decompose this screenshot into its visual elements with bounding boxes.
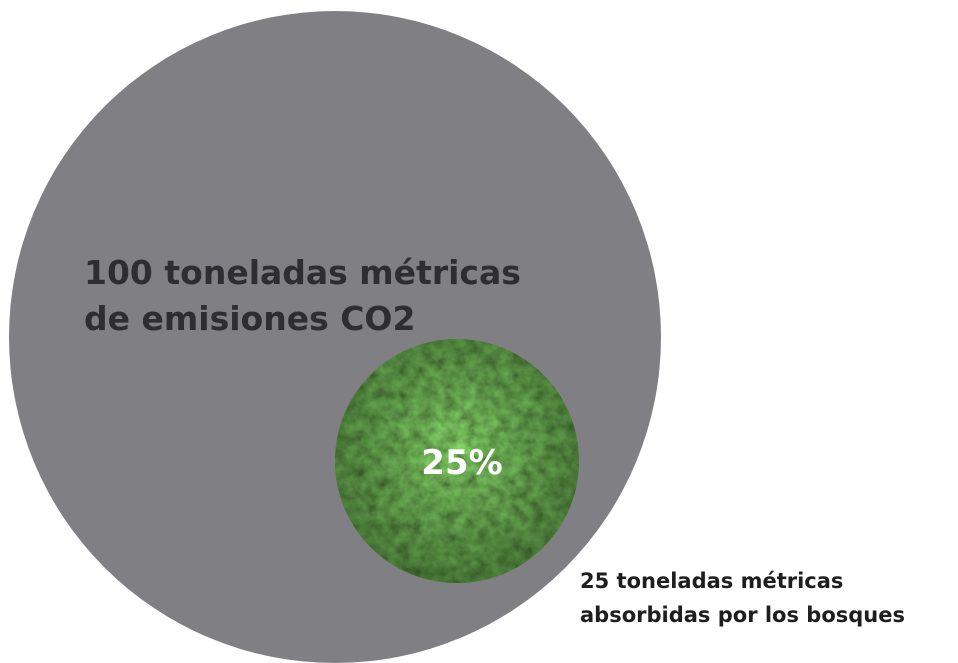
percent-label: 25% xyxy=(421,443,502,483)
small-circle xyxy=(335,339,579,583)
big-circle-label: de emisiones CO2 xyxy=(84,299,415,338)
big-circle-label: 100 toneladas métricas xyxy=(84,253,521,292)
caption: absorbidas por los bosques xyxy=(580,603,905,627)
caption: 25 toneladas métricas xyxy=(580,569,843,593)
